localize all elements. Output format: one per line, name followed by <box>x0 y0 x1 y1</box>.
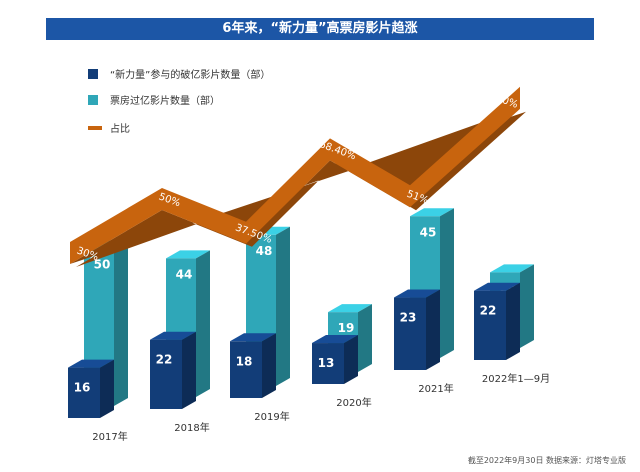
bar-dark-1-side <box>182 331 196 409</box>
bar-light-1-top <box>166 250 210 259</box>
bar-dark-5 <box>474 290 506 360</box>
bar-dark-2-side <box>262 333 276 398</box>
bar-light-5-side <box>520 264 534 348</box>
bar-light-2-side <box>276 226 290 386</box>
bar-dark-1 <box>150 339 182 409</box>
bar-light-5-top <box>490 264 534 273</box>
bar-dark-label-2: 18 <box>236 354 253 368</box>
legend-swatch-line <box>88 125 102 130</box>
bar-light-3-top <box>328 304 372 313</box>
legend-label-new-force: “新力量”参与的破亿影片数量（部） <box>110 70 271 81</box>
bar-dark-3-top <box>312 335 358 344</box>
legend-label-box-office: 票房过亿影片数量（部） <box>110 96 220 107</box>
chart-title-bar: 6年来，“新力量”高票房影片趋涨 <box>46 18 594 40</box>
bar-light-label-1: 44 <box>176 267 193 281</box>
bar-dark-label-3: 13 <box>318 356 335 370</box>
bar-dark-3 <box>312 343 344 384</box>
legend-swatch-light <box>88 94 98 105</box>
bar-dark-3-side <box>344 335 358 384</box>
ratio-ribbon <box>70 86 520 264</box>
legend-item-new-force: “新力量”参与的破亿影片数量（部） <box>88 66 270 81</box>
bar-light-label-4: 45 <box>420 225 437 239</box>
bar-light-1-side <box>196 250 210 397</box>
bar-light-4-side <box>440 208 454 358</box>
chart-title: 6年来，“新力量”高票房影片趋涨 <box>222 21 418 36</box>
category-label-2: 2019年 <box>254 410 289 423</box>
legend-swatch-dark <box>88 68 98 79</box>
legend-label-ratio: 占比 <box>110 124 130 135</box>
bar-dark-0-side <box>100 359 114 418</box>
bar-light-3-side <box>358 304 372 372</box>
bar-dark-label-5: 22 <box>480 304 497 318</box>
source-note: 截至2022年9月30日 数据来源：灯塔专业版 <box>467 456 626 465</box>
bar-light-0-side <box>114 240 128 406</box>
bar-dark-4 <box>394 297 426 370</box>
bar-dark-label-0: 16 <box>74 381 91 395</box>
legend-item-box-office: 票房过亿影片数量（部） <box>88 92 220 107</box>
category-label-3: 2020年 <box>336 396 371 409</box>
bar-dark-0-top <box>68 359 114 368</box>
legend-item-ratio: 占比 <box>88 120 130 135</box>
category-label-4: 2021年 <box>418 382 453 395</box>
bar-light-label-3: 19 <box>338 321 355 335</box>
category-label-1: 2018年 <box>174 421 209 434</box>
bar-dark-0 <box>68 367 100 418</box>
bar-dark-2-top <box>230 333 276 342</box>
bar-dark-1-top <box>150 331 196 340</box>
bar-light-4-top <box>410 208 454 217</box>
bar-light-label-2: 48 <box>256 244 273 258</box>
bar-dark-2 <box>230 341 262 398</box>
bar-dark-5-top <box>474 282 520 291</box>
bar-light-label-0: 50 <box>94 258 111 272</box>
bar-dark-4-side <box>426 289 440 370</box>
category-label-0: 2017年 <box>92 430 127 443</box>
bar-dark-label-4: 23 <box>400 311 417 325</box>
bar-dark-label-1: 22 <box>156 353 173 367</box>
category-label-5: 2022年1—9月 <box>482 372 550 385</box>
bar-dark-5-side <box>506 282 520 360</box>
bar-dark-4-top <box>394 289 440 298</box>
